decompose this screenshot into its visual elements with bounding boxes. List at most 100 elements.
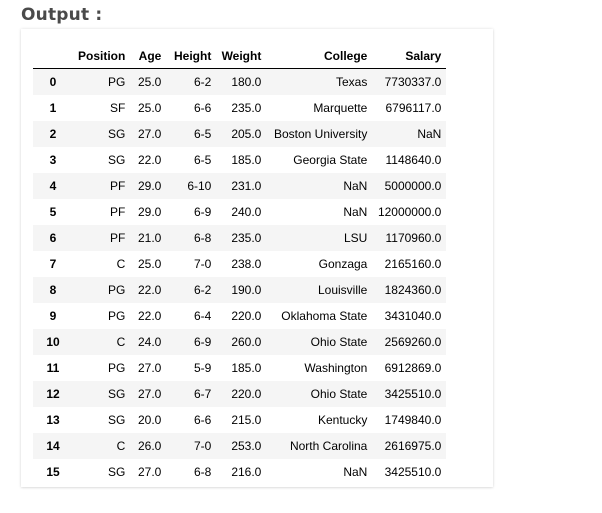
table-cell: 6-9 [194, 335, 212, 349]
table-cell: PG [108, 309, 126, 323]
table-cell: PG [108, 75, 126, 89]
table-cell: Washington [304, 361, 368, 375]
table-cell: PG [108, 283, 126, 297]
table-cell: 3431040.0 [384, 309, 442, 323]
table-cell: 6-5 [194, 127, 212, 141]
table-cell: Marquette [313, 101, 368, 115]
dataframe-output-card: Position Age Height Weight College Salary 0 PG… [21, 29, 493, 487]
column-header: Height [166, 43, 217, 69]
table-cell: 12000000.0 [377, 205, 442, 219]
table-cell: Ohio State [310, 387, 368, 401]
table-cell: 22.0 [137, 283, 162, 297]
table-cell: 1824360.0 [384, 283, 442, 297]
row-index: 12 [46, 387, 60, 401]
table-cell: 6-6 [194, 413, 212, 427]
column-header: Weight [216, 43, 267, 69]
table-cell: NaN [343, 465, 368, 479]
table-row: 8 PG 22.0 6-2 190.0 Louisville 1824360.0 [33, 277, 447, 303]
table-row: 9 PG 22.0 6-4 220.0 Oklahoma State 3431040.0 [33, 303, 446, 329]
table-cell: 1170960.0 [385, 231, 442, 245]
table-cell: North Carolina [289, 439, 368, 453]
table-cell: PG [108, 361, 126, 375]
table-cell: 216.0 [231, 465, 262, 479]
table-row: 11 PG 27.0 5-9 185.0 Washington 6912869.0 [33, 355, 446, 381]
table-cell: 231.0 [231, 179, 262, 193]
table-row: 3 SG 22.0 6-5 185.0 Georgia State 1148640.0 [33, 147, 446, 173]
table-cell: 6-10 [187, 179, 212, 193]
table-cell: NaN [343, 205, 368, 219]
table-cell: 6-7 [194, 387, 212, 401]
table-row: 1 SF 25.0 6-6 235.0 Marquette 6796117.0 [33, 95, 446, 121]
table-cell: 2165160.0 [384, 257, 442, 271]
row-index: 9 [49, 309, 57, 323]
table-cell: Louisville [317, 283, 368, 297]
table-row: 6 PF 21.0 6-8 235.0 LSU 1170960.0 [33, 225, 447, 251]
table-cell: NaN [417, 127, 442, 141]
table-cell: 1148640.0 [385, 153, 442, 167]
table-cell: 27.0 [137, 361, 162, 375]
table-cell: SG [108, 413, 126, 427]
row-index: 14 [46, 439, 60, 453]
table-cell: 235.0 [231, 231, 262, 245]
table-cell: 6-8 [194, 465, 212, 479]
table-cell: 185.0 [231, 153, 262, 167]
table-cell: 6-2 [194, 283, 212, 297]
table-cell: Gonzaga [318, 257, 368, 271]
table-cell: 215.0 [231, 413, 262, 427]
table-row: 0 PG 25.0 6-2 180.0 Texas 7730337.0 [33, 68, 447, 95]
table-cell: 3425510.0 [384, 387, 442, 401]
table-row: 14 C 26.0 7-0 253.0 North Carolina 2616975.0 [33, 433, 447, 459]
table-row: 10 C 24.0 6-9 260.0 Ohio State 2569260.0 [33, 329, 447, 355]
table-cell: 5-9 [194, 361, 212, 375]
table-cell: 185.0 [231, 361, 262, 375]
table-cell: PF [110, 179, 126, 193]
table-cell: Ohio State [310, 335, 368, 349]
table-cell: LSU [344, 231, 368, 245]
column-header: Position [73, 43, 131, 69]
table-cell: Kentucky [317, 413, 368, 427]
table-cell: 180.0 [231, 75, 262, 89]
table-cell: 27.0 [137, 387, 162, 401]
table-cell: 205.0 [231, 127, 262, 141]
table-cell: 7730337.0 [384, 75, 442, 89]
table-cell: SG [108, 387, 126, 401]
table-cell: PF [110, 205, 126, 219]
table-cell: 2616975.0 [384, 439, 442, 453]
table-cell: 3425510.0 [384, 465, 442, 479]
row-index: 10 [46, 335, 60, 349]
table-cell: 6-2 [194, 75, 212, 89]
table-cell: 22.0 [137, 153, 162, 167]
table-body: 0 PG 25.0 6-2 180.0 Texas 7730337.0 1 SF 25.0 6-6 2… [33, 68, 447, 486]
row-index: 6 [49, 231, 57, 245]
dataframe-table: Position Age Height Weight College Salary 0 PG… [33, 43, 447, 486]
table-cell: 1749840.0 [384, 413, 442, 427]
table-cell: 24.0 [137, 335, 162, 349]
table-cell: C [116, 439, 126, 453]
table-cell: 7-0 [194, 439, 212, 453]
table-cell: 5000000.0 [384, 179, 442, 193]
table-cell: SF [110, 101, 126, 115]
table-cell: SG [108, 127, 126, 141]
table-cell: Oklahoma State [281, 309, 368, 323]
table-cell: 6-4 [194, 309, 212, 323]
table-cell: C [116, 257, 126, 271]
table-cell: 6796117.0 [385, 101, 442, 115]
table-row: 15 SG 27.0 6-8 216.0 NaN 3425510.0 [33, 459, 446, 485]
table-cell: 27.0 [137, 127, 162, 141]
table-cell: 25.0 [137, 101, 162, 115]
table-cell: 25.0 [137, 75, 162, 89]
table-cell: 29.0 [137, 205, 162, 219]
table-cell: 21.0 [137, 231, 162, 245]
table-cell: C [116, 335, 126, 349]
table-row: 7 C 25.0 7-0 238.0 Gonzaga 2165160.0 [33, 251, 446, 277]
table-cell: 235.0 [231, 101, 262, 115]
row-index: 11 [46, 361, 60, 375]
row-index: 0 [49, 75, 57, 89]
table-cell: Texas [335, 75, 368, 89]
table-row: 13 SG 20.0 6-6 215.0 Kentucky 1749840.0 [33, 407, 446, 433]
table-cell: 6912869.0 [384, 361, 442, 375]
table-cell: 26.0 [137, 439, 162, 453]
table-header: Position Age Height Weight College Salary [33, 43, 447, 69]
row-index: 1 [49, 101, 57, 115]
table-cell: 240.0 [231, 205, 262, 219]
